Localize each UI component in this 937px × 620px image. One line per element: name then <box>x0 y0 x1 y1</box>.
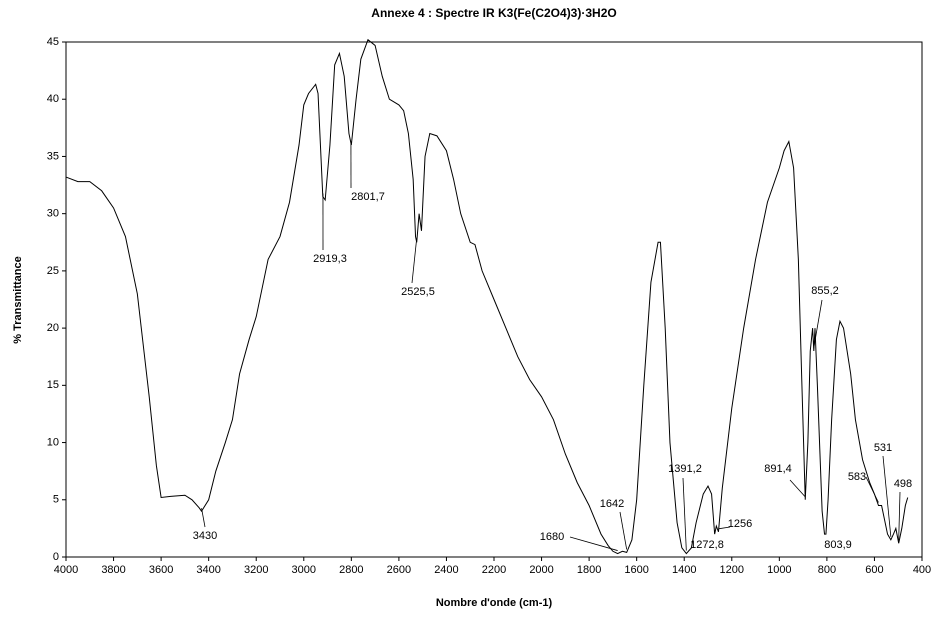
peak-label: 3430 <box>193 530 217 542</box>
peak-label: 803,9 <box>824 539 852 551</box>
peak-label: 855,2 <box>811 285 839 297</box>
peak-label: 583 <box>848 471 866 483</box>
x-tick-label: 3200 <box>244 564 268 576</box>
x-tick-label: 2200 <box>482 564 506 576</box>
x-tick-label: 3400 <box>196 564 220 576</box>
peak-label: 531 <box>874 442 892 454</box>
x-tick-label: 600 <box>865 564 883 576</box>
x-tick-label: 2000 <box>529 564 553 576</box>
x-tick-label: 2600 <box>387 564 411 576</box>
y-tick-label: 25 <box>47 265 59 277</box>
x-tick-label: 800 <box>818 564 836 576</box>
x-tick-label: 3000 <box>292 564 316 576</box>
chart-title: Annexe 4 : Spectre IR K3(Fe(C2O4)3)·3H2O <box>371 6 616 20</box>
x-tick-label: 400 <box>913 564 931 576</box>
x-tick-label: 2800 <box>339 564 363 576</box>
y-tick-label: 45 <box>47 36 59 48</box>
y-tick-label: 40 <box>47 93 59 105</box>
x-tick-label: 3600 <box>149 564 173 576</box>
y-tick-label: 35 <box>47 150 59 162</box>
peak-label: 498 <box>894 478 912 490</box>
peak-label: 1642 <box>600 498 624 510</box>
x-tick-label: 1400 <box>672 564 696 576</box>
x-tick-label: 1200 <box>720 564 744 576</box>
peak-label: 2525,5 <box>401 286 435 298</box>
peak-label: 1256 <box>728 518 752 530</box>
x-tick-label: 1800 <box>577 564 601 576</box>
x-tick-label: 1000 <box>767 564 791 576</box>
peak-label: 2801,7 <box>351 191 385 203</box>
y-tick-label: 15 <box>47 379 59 391</box>
y-tick-label: 10 <box>47 436 59 448</box>
x-tick-label: 4000 <box>54 564 78 576</box>
y-tick-label: 0 <box>53 551 59 563</box>
y-tick-label: 5 <box>53 494 59 506</box>
x-axis-label: Nombre d'onde (cm-1) <box>436 597 553 609</box>
y-axis-label: % Transmittance <box>12 256 24 343</box>
x-tick-label: 1600 <box>624 564 648 576</box>
peak-label: 2919,3 <box>313 253 347 265</box>
x-tick-label: 2400 <box>434 564 458 576</box>
y-tick-label: 20 <box>47 322 59 334</box>
x-tick-label: 3800 <box>101 564 125 576</box>
peak-label: 1680 <box>540 531 564 543</box>
peak-label: 1272,8 <box>690 539 724 551</box>
peak-label: 891,4 <box>764 463 792 475</box>
y-tick-label: 30 <box>47 208 59 220</box>
peak-label: 1391,2 <box>668 463 702 475</box>
